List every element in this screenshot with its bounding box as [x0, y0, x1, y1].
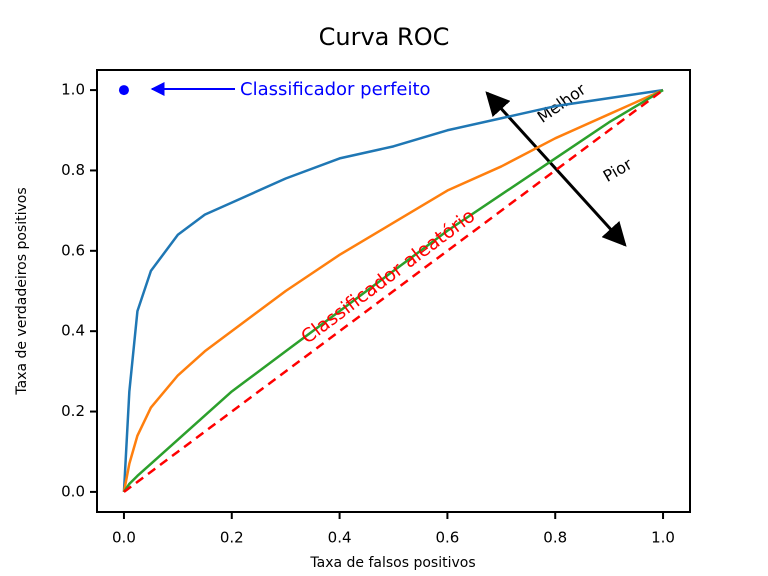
x-tick-label: 0.8: [543, 529, 567, 547]
y-tick-label: 0.0: [61, 482, 85, 500]
plot-frame: [96, 69, 691, 513]
y-tick-label: 0.4: [61, 322, 85, 340]
roc-line: [122, 88, 664, 492]
roc-line: [122, 88, 664, 493]
x-tick-label: 1.0: [651, 529, 675, 547]
worse-label: Pior: [600, 154, 636, 186]
better-worse-arrow: [485, 91, 627, 247]
roc-line: [123, 89, 664, 493]
y-tick-label: 0.6: [61, 241, 85, 259]
y-axis-label: Taxa de verdadeiros positivos: [14, 187, 30, 395]
chart-title: Curva ROC: [319, 23, 450, 51]
y-tick-label: 0.8: [61, 161, 85, 179]
x-tick-label: 0.2: [220, 529, 244, 547]
x-tick-label: 0.6: [435, 529, 459, 547]
x-axis-label: Taxa de falsos positivos: [309, 555, 475, 571]
perfect-label: Classificador perfeito: [240, 79, 431, 100]
y-tick-label: 0.2: [61, 402, 85, 420]
x-tick-label: 0.4: [328, 529, 352, 547]
roc-line: [122, 89, 664, 493]
y-tick-label: 1.0: [61, 81, 85, 99]
perfect-point: [118, 85, 129, 96]
x-tick-label: 0.0: [112, 529, 136, 547]
